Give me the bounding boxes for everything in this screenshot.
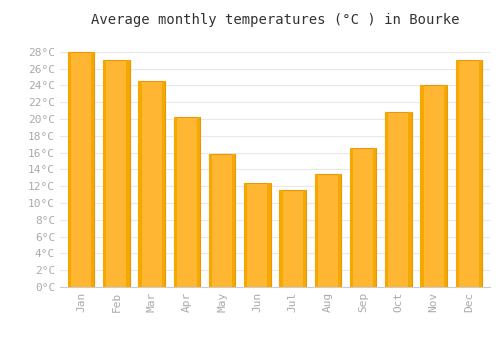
Bar [103, 60, 130, 287]
Bar [373, 148, 376, 287]
Bar [126, 60, 130, 287]
Bar [302, 190, 306, 287]
Bar [385, 112, 388, 287]
Bar [280, 190, 282, 287]
Bar [350, 148, 376, 287]
Bar [103, 60, 106, 287]
Bar [385, 112, 411, 287]
Bar [91, 52, 94, 287]
Bar [162, 81, 165, 287]
Bar [68, 52, 71, 287]
Bar [174, 117, 200, 287]
Bar [68, 52, 94, 287]
Bar [456, 60, 459, 287]
Bar [350, 148, 353, 287]
Bar [280, 190, 306, 287]
Bar [444, 85, 447, 287]
Bar [338, 174, 341, 287]
Bar [314, 174, 318, 287]
Bar [197, 117, 200, 287]
Bar [174, 117, 177, 287]
Bar [138, 81, 141, 287]
Bar [456, 60, 482, 287]
Bar [209, 154, 236, 287]
Title: Average monthly temperatures (°C ) in Bourke: Average monthly temperatures (°C ) in Bo… [91, 13, 459, 27]
Bar [244, 183, 248, 287]
Bar [420, 85, 424, 287]
Bar [209, 154, 212, 287]
Bar [244, 183, 270, 287]
Bar [232, 154, 235, 287]
Bar [268, 183, 270, 287]
Bar [138, 81, 165, 287]
Bar [408, 112, 412, 287]
Bar [479, 60, 482, 287]
Bar [420, 85, 447, 287]
Bar [314, 174, 341, 287]
